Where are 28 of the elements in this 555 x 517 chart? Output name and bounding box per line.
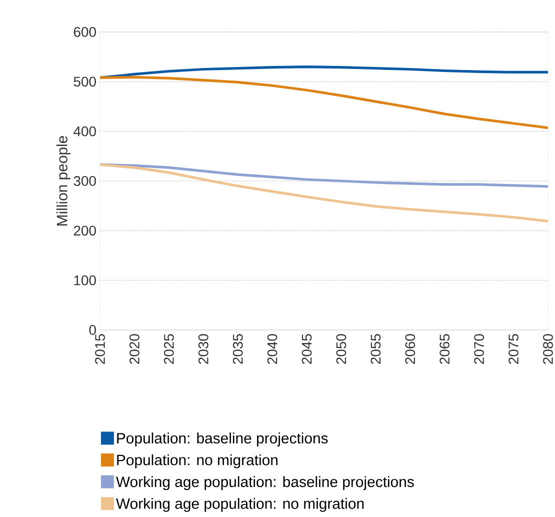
x-tick-label: 2045 <box>302 334 312 364</box>
x-tick-label: 2080 <box>543 334 553 364</box>
x-tick-label: 2025 <box>164 334 174 364</box>
y-tick-label: 100 <box>74 275 96 286</box>
x-tick-label: 2065 <box>440 334 450 364</box>
legend-label: Population: no migration <box>117 454 278 468</box>
y-tick-label: 0 <box>89 325 96 335</box>
legend-label: Working age population: no migration <box>116 498 364 512</box>
x-tick-label: 2075 <box>508 334 518 364</box>
x-tick-label: 2035 <box>232 334 243 364</box>
y-tick-label: 300 <box>74 176 96 186</box>
line-series <box>100 163 548 223</box>
y-axis-title: Million people <box>56 136 70 226</box>
x-tick-label: 2040 <box>267 334 278 364</box>
x-tick-label: 2015 <box>95 334 105 364</box>
x-tick-label: 2020 <box>130 334 140 364</box>
y-tick-label: 200 <box>74 226 96 236</box>
x-tick-label: 2030 <box>198 334 208 364</box>
legend-label: Working age population: baseline projections <box>116 476 414 490</box>
x-tick-label: 2070 <box>474 334 484 364</box>
y-tick-label: 600 <box>74 27 96 37</box>
x-tick-label: 2055 <box>370 334 381 364</box>
y-tick-label: 500 <box>74 76 96 87</box>
x-tick-label: 2050 <box>336 334 346 364</box>
line-series <box>100 76 548 130</box>
legend-label: Population: baseline projections <box>117 432 328 446</box>
y-tick-label: 400 <box>74 126 96 136</box>
x-tick-label: 2060 <box>405 334 416 364</box>
